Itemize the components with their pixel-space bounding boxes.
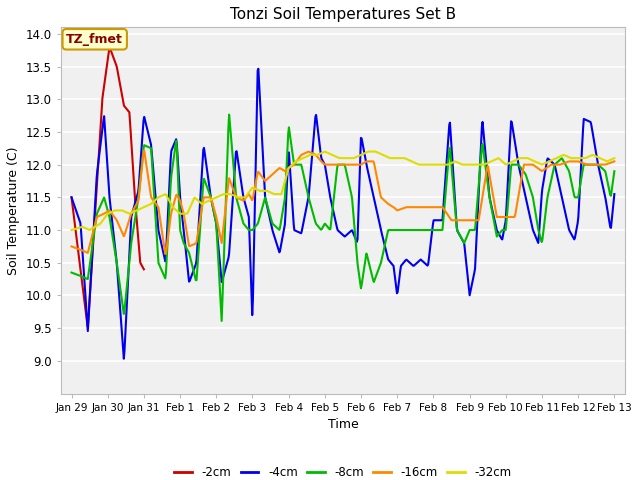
- X-axis label: Time: Time: [328, 418, 358, 431]
- Title: Tonzi Soil Temperatures Set B: Tonzi Soil Temperatures Set B: [230, 7, 456, 22]
- Legend: -2cm, -4cm, -8cm, -16cm, -32cm: -2cm, -4cm, -8cm, -16cm, -32cm: [170, 462, 516, 480]
- Y-axis label: Soil Temperature (C): Soil Temperature (C): [7, 146, 20, 275]
- Text: TZ_fmet: TZ_fmet: [67, 33, 123, 46]
